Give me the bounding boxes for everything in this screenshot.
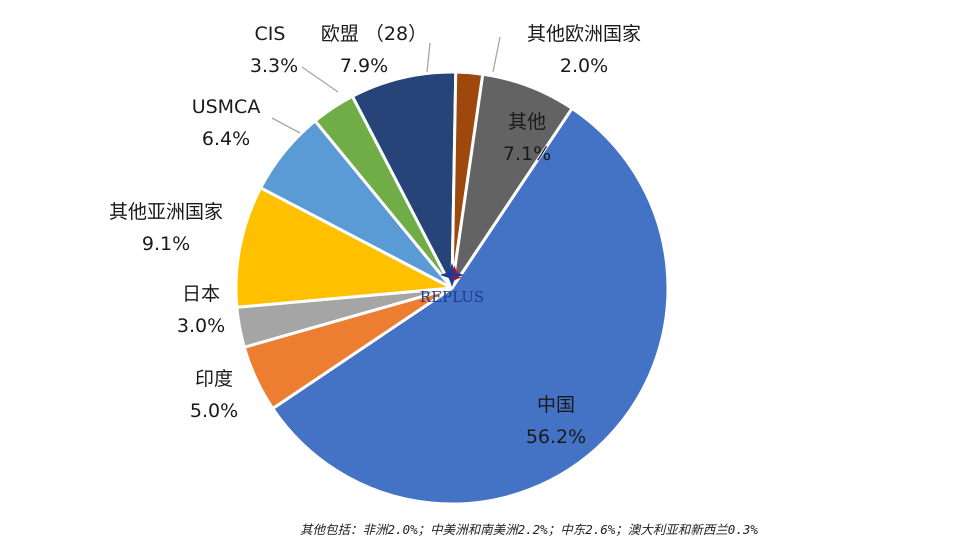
slice-name-label: 欧盟 （28） bbox=[321, 23, 427, 45]
slice-name-label: 中国 bbox=[537, 394, 575, 416]
slice-value-label: 9.1% bbox=[142, 233, 190, 255]
slice-value-label: 7.1% bbox=[503, 143, 551, 165]
replus-star-logo-icon bbox=[440, 263, 464, 287]
slice-value-label: 5.0% bbox=[190, 400, 238, 422]
pie-slice bbox=[350, 70, 458, 290]
slice-name-label: 其他欧洲国家 bbox=[527, 23, 641, 45]
leader-lines bbox=[271, 36, 501, 134]
slice-labels: 中国 56.2% 印度 5.0% 日本 3.0% 其他亚洲国家 9.1% USMCA 6.4% CI… bbox=[109, 23, 641, 448]
slice-value-label: 7.9% bbox=[340, 55, 388, 77]
leader-line bbox=[301, 66, 339, 93]
pie-slice bbox=[271, 106, 670, 506]
slice-name-label: 日本 bbox=[182, 283, 220, 305]
replus-logo: REPLUS bbox=[420, 263, 484, 306]
leader-line bbox=[426, 42, 431, 73]
slice-name-label: 印度 bbox=[195, 368, 233, 390]
pie-slice bbox=[450, 72, 574, 290]
footnote: 其他包括：非洲2.0%；中美洲和南美洲2.2%；中东2.6%；澳大利亚和新西兰0… bbox=[300, 522, 758, 537]
pie-slices bbox=[234, 70, 670, 506]
slice-name-label: CIS bbox=[255, 23, 286, 45]
slice-value-label: 2.0% bbox=[560, 55, 608, 77]
slice-name-label: 其他 bbox=[508, 111, 546, 133]
slice-value-label: 3.3% bbox=[250, 55, 298, 77]
slice-name-label: USMCA bbox=[192, 96, 261, 118]
slice-name-label: 其他亚洲国家 bbox=[109, 201, 223, 223]
slice-value-label: 3.0% bbox=[177, 315, 225, 337]
leader-line bbox=[492, 36, 501, 73]
slice-value-label: 6.4% bbox=[202, 128, 250, 150]
slice-value-label: 56.2% bbox=[526, 426, 586, 448]
logo-wordmark: REPLUS bbox=[420, 288, 484, 306]
leader-line bbox=[271, 117, 301, 134]
pie-slice bbox=[234, 186, 454, 309]
